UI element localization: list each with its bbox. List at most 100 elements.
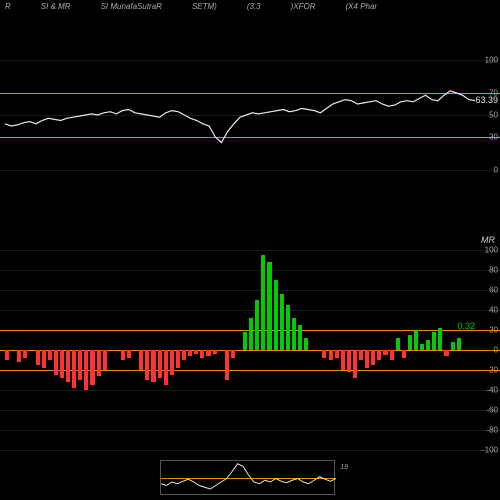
rsi-line-chart bbox=[0, 60, 500, 170]
mr-bar bbox=[5, 350, 9, 360]
mr-bar bbox=[66, 350, 70, 382]
axis-tick: -100 bbox=[482, 446, 498, 455]
mr-bar bbox=[54, 350, 58, 375]
mr-bar bbox=[127, 350, 131, 358]
mr-bar bbox=[353, 350, 357, 378]
mr-bar bbox=[304, 338, 308, 350]
mr-bar bbox=[225, 350, 229, 380]
mr-bar bbox=[298, 325, 302, 350]
axis-tick: -20 bbox=[486, 366, 498, 375]
mr-bar bbox=[451, 342, 455, 350]
mr-bar bbox=[261, 255, 265, 350]
rsi-value: 63.39 bbox=[475, 95, 498, 105]
axis-tick: 0 bbox=[494, 346, 498, 355]
mr-bar bbox=[17, 350, 21, 362]
mr-panel: 100806040200-20-40-60-80-100MR0.32 bbox=[0, 250, 500, 450]
mini-chart bbox=[161, 461, 336, 496]
axis-tick: -80 bbox=[486, 426, 498, 435]
mr-bar bbox=[371, 350, 375, 365]
mr-bar bbox=[280, 294, 284, 350]
mr-bar bbox=[90, 350, 94, 385]
mr-bar bbox=[335, 350, 339, 358]
axis-tick: 20 bbox=[489, 326, 498, 335]
mr-bar bbox=[329, 350, 333, 360]
mr-bar bbox=[151, 350, 155, 382]
mr-bar bbox=[60, 350, 64, 378]
mr-bar bbox=[402, 350, 406, 358]
rsi-panel: 100705030063.39 bbox=[0, 60, 500, 170]
header-item: SI MunafaSutraR bbox=[101, 2, 162, 11]
mini-label: 19 bbox=[340, 464, 348, 471]
mr-bar bbox=[390, 350, 394, 360]
gridline bbox=[0, 290, 500, 291]
mr-bar bbox=[194, 350, 198, 354]
axis-tick: 80 bbox=[489, 266, 498, 275]
header-item: (X4 Phar bbox=[346, 2, 378, 11]
mr-green-value: 0.32 bbox=[457, 321, 475, 331]
header-item: SI & MR bbox=[41, 2, 71, 11]
mr-bar bbox=[457, 338, 461, 350]
mr-bar bbox=[377, 350, 381, 360]
gridline bbox=[0, 450, 500, 451]
mr-bar bbox=[231, 350, 235, 358]
mr-title: MR bbox=[481, 235, 495, 245]
header-item: (3.3 bbox=[247, 2, 261, 11]
mr-bar bbox=[182, 350, 186, 360]
mr-bar bbox=[72, 350, 76, 388]
axis-tick: -60 bbox=[486, 406, 498, 415]
mr-bar bbox=[414, 330, 418, 350]
mr-bar bbox=[286, 305, 290, 350]
gridline bbox=[0, 390, 500, 391]
mr-bar bbox=[426, 340, 430, 350]
header-labels: R SI & MR SI MunafaSutraR SETM) (3.3 )XF… bbox=[0, 0, 500, 13]
axis-tick: 60 bbox=[489, 286, 498, 295]
gridline bbox=[0, 270, 500, 271]
mr-bar bbox=[432, 332, 436, 350]
header-item: SETM) bbox=[192, 2, 217, 11]
mr-bar bbox=[383, 350, 387, 355]
mr-bar bbox=[42, 350, 46, 368]
mr-bar bbox=[36, 350, 40, 365]
mr-bar bbox=[322, 350, 326, 358]
mr-bar bbox=[170, 350, 174, 375]
mr-bar bbox=[347, 350, 351, 372]
axis-tick: 40 bbox=[489, 306, 498, 315]
mr-bar bbox=[139, 350, 143, 370]
header-item: R bbox=[5, 2, 11, 11]
mr-bar bbox=[292, 318, 296, 350]
mr-bar bbox=[341, 350, 345, 370]
mr-bar bbox=[243, 332, 247, 350]
mr-bar bbox=[145, 350, 149, 380]
mr-bar bbox=[121, 350, 125, 360]
mr-bar bbox=[365, 350, 369, 368]
mr-bar bbox=[48, 350, 52, 360]
mr-bar bbox=[158, 350, 162, 378]
mr-bar bbox=[206, 350, 210, 356]
gridline bbox=[0, 430, 500, 431]
mr-bar bbox=[438, 328, 442, 350]
mr-bar bbox=[267, 262, 271, 350]
mr-bar bbox=[249, 318, 253, 350]
mr-bar bbox=[255, 300, 259, 350]
axis-tick: 100 bbox=[485, 246, 498, 255]
mr-bar bbox=[274, 280, 278, 350]
mr-bar bbox=[97, 350, 101, 376]
mr-bar bbox=[408, 335, 412, 350]
mr-bar bbox=[420, 344, 424, 350]
mr-bar bbox=[164, 350, 168, 385]
mr-bar bbox=[444, 350, 448, 356]
mr-bar bbox=[176, 350, 180, 368]
gridline bbox=[0, 410, 500, 411]
mini-panel: 19 bbox=[160, 460, 335, 495]
gridline bbox=[0, 250, 500, 251]
mr-bar bbox=[78, 350, 82, 380]
mr-bar bbox=[188, 350, 192, 356]
axis-tick: -40 bbox=[486, 386, 498, 395]
gridline bbox=[0, 170, 500, 171]
mr-bar bbox=[200, 350, 204, 358]
mr-bar bbox=[23, 350, 27, 358]
gridline bbox=[0, 310, 500, 311]
header-item: )XFOR bbox=[291, 2, 316, 11]
mr-bar bbox=[213, 350, 217, 354]
mr-bar bbox=[103, 350, 107, 370]
